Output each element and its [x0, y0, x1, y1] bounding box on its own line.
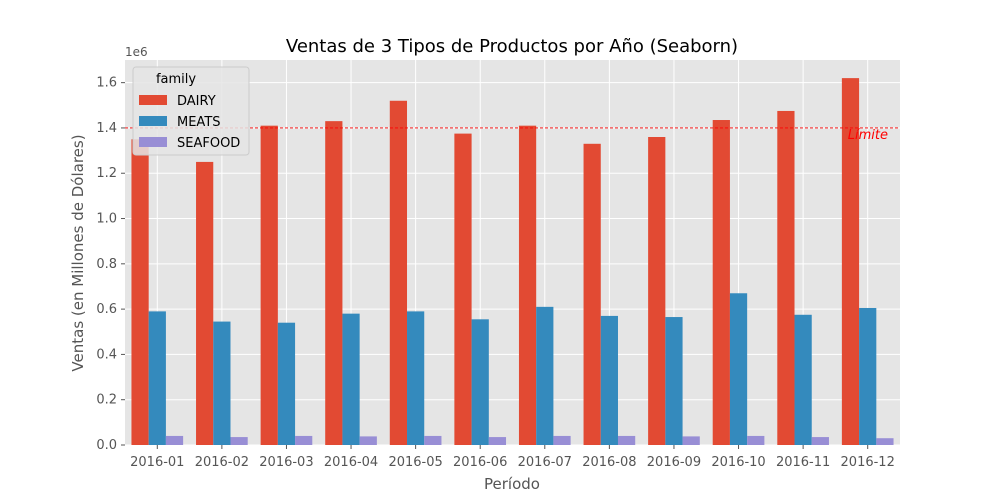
x-tick-label: 2016-03: [259, 455, 313, 470]
x-tick-label: 2016-08: [582, 455, 636, 470]
bar-meats-2016-03: [277, 322, 296, 445]
chart-title: Ventas de 3 Tipos de Productos por Año (…: [286, 36, 738, 57]
x-tick-label: 2016-07: [518, 455, 572, 470]
bar-seafood-2016-02: [230, 437, 248, 445]
x-tick-label: 2016-06: [453, 455, 507, 470]
bar-dairy-2016-06: [454, 133, 472, 445]
bar-meats-2016-12: [859, 307, 877, 445]
legend-label-dairy: DAIRY: [177, 94, 216, 109]
bar-seafood-2016-05: [424, 435, 442, 445]
y-tick-label: 0.8: [96, 257, 117, 272]
x-tick-label: 2016-11: [776, 455, 830, 470]
x-tick-label: 2016-12: [841, 455, 895, 470]
bar-dairy-2016-02: [196, 161, 214, 446]
bar-dairy-2016-05: [389, 100, 408, 445]
bar-dairy-2016-04: [325, 121, 343, 445]
bar-meats-2016-11: [794, 314, 812, 445]
y-tick-label: 1.4: [96, 121, 117, 136]
x-tick-label: 2016-05: [388, 455, 442, 470]
bar-seafood-2016-03: [295, 435, 313, 445]
x-axis-label: Período: [484, 475, 540, 493]
bar-seafood-2016-09: [682, 436, 700, 445]
x-tick-label: 2016-04: [324, 455, 378, 470]
y-axis-label: Ventas (en Millones de Dólares): [69, 134, 87, 371]
bar-dairy-2016-11: [777, 110, 795, 446]
legend-swatch-dairy: [139, 95, 167, 105]
bar-meats-2016-06: [471, 319, 489, 445]
bar-dairy-2016-01: [131, 139, 149, 445]
bar-seafood-2016-01: [165, 435, 184, 445]
bar-seafood-2016-07: [553, 435, 571, 445]
x-tick-label: 2016-01: [130, 455, 184, 470]
y-tick-label: 0.4: [96, 347, 117, 362]
x-tick-label: 2016-10: [711, 455, 765, 470]
legend-label-meats: MEATS: [177, 115, 221, 130]
bar-meats-2016-08: [600, 315, 618, 445]
legend-swatch-seafood: [139, 137, 167, 147]
bar-meats-2016-01: [148, 311, 166, 445]
x-tick-label: 2016-09: [647, 455, 701, 470]
bar-seafood-2016-11: [811, 437, 829, 445]
bar-dairy-2016-12: [841, 78, 860, 445]
bar-meats-2016-04: [342, 313, 360, 445]
y-tick-label: 1.2: [96, 166, 117, 181]
bar-meats-2016-09: [665, 317, 683, 445]
legend-swatch-meats: [139, 116, 167, 126]
bar-meats-2016-10: [729, 293, 748, 445]
bar-seafood-2016-10: [747, 435, 765, 445]
y-tick-label: 0.6: [96, 302, 117, 317]
bar-dairy-2016-07: [518, 125, 537, 446]
plot-area-background: [125, 60, 900, 445]
y-tick-label: 1.6: [96, 76, 117, 91]
x-tick-label: 2016-02: [195, 455, 249, 470]
bar-seafood-2016-04: [359, 436, 377, 445]
legend-box: [132, 66, 250, 156]
bar-seafood-2016-08: [617, 435, 636, 445]
bar-meats-2016-05: [407, 311, 425, 445]
bar-meats-2016-07: [536, 306, 554, 445]
y-axis-offset-label: 1e6: [125, 45, 148, 59]
y-tick-label: 0.2: [96, 393, 117, 408]
y-tick-label: 0.0: [96, 438, 117, 453]
y-tick-label: 1.0: [96, 212, 117, 227]
bar-dairy-2016-10: [712, 120, 730, 445]
legend-title: family: [156, 72, 196, 87]
bar-dairy-2016-09: [648, 137, 666, 445]
bar-dairy-2016-08: [583, 143, 601, 445]
bar-dairy-2016-03: [260, 125, 278, 446]
bar-seafood-2016-06: [488, 437, 507, 445]
legend-label-seafood: SEAFOOD: [177, 136, 240, 151]
reference-line-label: Límite: [848, 128, 888, 143]
bar-meats-2016-02: [213, 321, 231, 445]
bar-seafood-2016-12: [876, 438, 894, 445]
